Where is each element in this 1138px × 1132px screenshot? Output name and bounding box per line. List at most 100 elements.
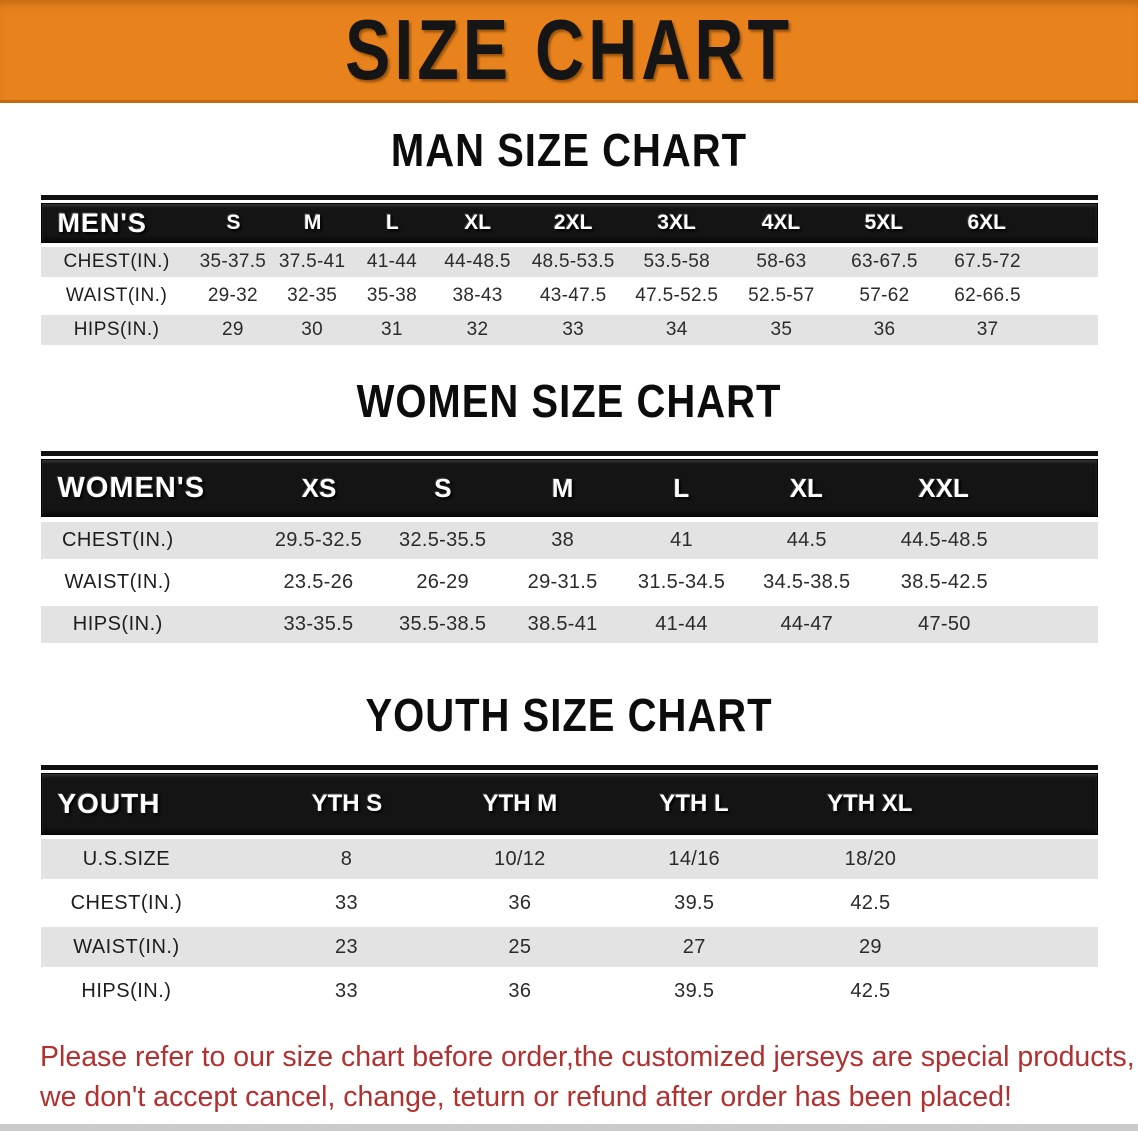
table-value: 47-50 — [918, 613, 971, 635]
column-header: L — [673, 472, 690, 503]
table-corner-label: YOUTH — [57, 788, 161, 819]
table-header-row: MEN'S S M L XL 2XL 3XL 4XL 5XL 6XL — [40, 203, 1098, 243]
table-value: 57-62 — [859, 285, 910, 306]
disclaimer-line-1: Please refer to our size chart before or… — [40, 1041, 1135, 1073]
table-value: 41-44 — [366, 251, 417, 272]
page-title: SIZE CHART — [345, 2, 793, 98]
men-section-heading: MAN SIZE CHART — [390, 125, 748, 177]
women-section-heading: WOMEN SIZE CHART — [356, 376, 782, 428]
column-header: XXL — [918, 472, 969, 503]
table-value: 23 — [335, 935, 358, 958]
column-header: YTH XL — [827, 790, 913, 817]
table-value: 38.5-41 — [527, 613, 598, 635]
column-header: 3XL — [657, 211, 696, 234]
column-header: S — [226, 211, 241, 234]
row-label: CHEST(IN.) — [70, 891, 183, 914]
table-row: CHEST(IN.) 35-37.5 37.5-41 41-44 44-48.5 48.5… — [40, 247, 1098, 277]
women-size-section: WOMEN SIZE CHART WOMEN'S XS S M L XL XXL CHEST(… — [0, 345, 1138, 643]
table-value: 34 — [665, 319, 688, 340]
banner: SIZE CHART — [0, 0, 1138, 103]
table-row: HIPS(IN.) 33 36 39.5 42.5 — [40, 971, 1098, 1011]
table-value: 32-35 — [287, 285, 338, 306]
table-value: 41-44 — [655, 613, 708, 635]
table-value: 29.5-32.5 — [274, 529, 363, 551]
table-value: 43-47.5 — [539, 285, 607, 306]
table-top-border — [40, 765, 1098, 770]
table-value: 37.5-41 — [278, 251, 346, 272]
table-value: 39.5 — [674, 979, 715, 1002]
table-value: 38-43 — [452, 285, 503, 306]
table-value: 47.5-52.5 — [635, 285, 719, 306]
table-header-row: YOUTH YTH S YTH M YTH L YTH XL — [40, 773, 1098, 835]
youth-section-heading: YOUTH SIZE CHART — [365, 690, 773, 742]
table-value: 58-63 — [756, 251, 807, 272]
table-value: 30 — [301, 319, 323, 340]
table-value: 29 — [222, 319, 244, 340]
table-row: U.S.SIZE 8 10/12 14/16 18/20 — [40, 839, 1098, 879]
table-value: 36 — [508, 891, 532, 914]
table-row: CHEST(IN.) 33 36 39.5 42.5 — [40, 883, 1098, 923]
table-value: 44.5 — [786, 529, 827, 551]
table-value: 67.5-72 — [954, 251, 1021, 272]
table-value: 44.5-48.5 — [900, 529, 988, 551]
row-label: WAIST(IN.) — [73, 935, 180, 958]
column-header: YTH S — [311, 790, 383, 817]
bottom-gray-bar — [0, 1124, 1138, 1131]
table-value: 25 — [508, 935, 532, 958]
table-row: WAIST(IN.) 23 25 27 29 — [40, 927, 1098, 967]
column-header: YTH M — [482, 790, 558, 817]
table-value: 62-66.5 — [954, 285, 1021, 306]
table-value: 35-38 — [366, 285, 417, 306]
column-header: M — [551, 472, 574, 503]
table-value: 38.5-42.5 — [900, 571, 988, 593]
table-value: 33 — [335, 979, 358, 1002]
men-size-section: MAN SIZE CHART MEN'S S M L XL 2XL 3XL 4XL 5XL 6XL… — [0, 103, 1138, 345]
table-value: 48.5-53.5 — [531, 251, 615, 272]
table-row: WAIST(IN.) 29-32 32-35 35-38 38-43 43-47.5 47.… — [40, 281, 1098, 311]
row-label: HIPS(IN.) — [73, 319, 160, 340]
table-value: 36 — [873, 319, 896, 340]
table-value: 18/20 — [844, 847, 897, 870]
table-value: 37 — [976, 319, 999, 340]
column-header: 6XL — [967, 211, 1006, 234]
table-value: 32 — [466, 319, 489, 340]
women-size-table: WOMEN'S XS S M L XL XXL CHEST(IN.) 29.5-32.5 32.5… — [40, 451, 1098, 643]
table-value: 26-29 — [416, 571, 469, 593]
table-row: HIPS(IN.) 33-35.5 35.5-38.5 38.5-41 41-44 44-… — [40, 606, 1098, 643]
men-size-table: MEN'S S M L XL 2XL 3XL 4XL 5XL 6XL CHEST(IN.) 35-37… — [40, 195, 1098, 345]
table-value: 31.5-34.5 — [637, 571, 726, 593]
column-header: YTH L — [659, 790, 729, 817]
table-value: 35-37.5 — [199, 251, 267, 272]
column-header: XS — [301, 472, 337, 503]
table-value: 63-67.5 — [851, 251, 918, 272]
row-label: CHEST(IN.) — [63, 251, 170, 272]
table-corner-label: MEN'S — [57, 207, 147, 238]
table-value: 29-31.5 — [527, 571, 598, 593]
table-value: 8 — [340, 847, 353, 870]
table-value: 31 — [381, 319, 403, 340]
table-top-border — [40, 451, 1098, 456]
table-value: 29 — [858, 935, 882, 958]
table-header-row: WOMEN'S XS S M L XL XXL — [40, 459, 1098, 517]
disclaimer-line-2: we don't accept cancel, change, teturn o… — [40, 1081, 1012, 1113]
row-label: U.S.SIZE — [82, 847, 171, 870]
youth-size-section: YOUTH SIZE CHART YOUTH YTH S YTH M YTH L YTH… — [0, 643, 1138, 1011]
column-header: XL — [789, 472, 823, 503]
table-value: 35 — [770, 319, 793, 340]
column-header: M — [303, 211, 322, 234]
column-header: L — [385, 211, 399, 234]
table-top-border — [40, 195, 1098, 200]
table-row: CHEST(IN.) 29.5-32.5 32.5-35.5 38 41 44.5 44.5… — [40, 522, 1098, 559]
table-value: 14/16 — [668, 847, 720, 870]
table-value: 38 — [551, 529, 575, 551]
table-value: 44-47 — [780, 613, 834, 635]
table-row: WAIST(IN.) 23.5-26 26-29 29-31.5 31.5-34.5 34… — [40, 564, 1098, 601]
disclaimer: Please refer to our size chart before or… — [40, 1037, 1138, 1117]
column-header: 5XL — [864, 211, 904, 234]
table-value: 29-32 — [207, 285, 258, 306]
column-header: XL — [464, 211, 492, 234]
table-value: 34.5-38.5 — [763, 571, 851, 593]
row-label: HIPS(IN.) — [81, 979, 172, 1002]
column-header: 4XL — [761, 211, 801, 234]
